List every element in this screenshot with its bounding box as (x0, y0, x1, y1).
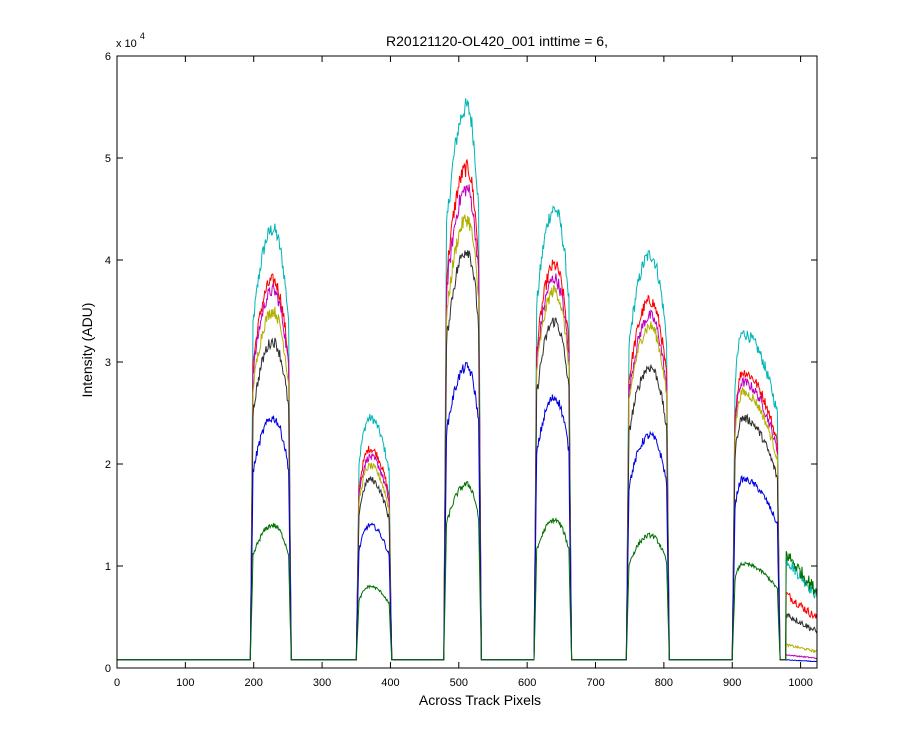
y-tick-label: 3 (105, 357, 111, 369)
x-tick-label: 0 (114, 677, 120, 689)
x-axis-title: Across Track Pixels (419, 692, 541, 708)
y-tick-label: 1 (105, 561, 111, 573)
y-tick-label: 6 (105, 51, 111, 63)
x-tick-label: 800 (655, 677, 673, 689)
chart-title: R20121120-OL420_001 inttime = 6, (386, 33, 608, 49)
y-tick-label: 0 (105, 663, 111, 675)
y-axis-multiplier: x 10 4 (116, 31, 145, 50)
series-layer (117, 98, 818, 663)
y-multiplier-exponent: 4 (140, 31, 145, 41)
x-tick-label: 900 (723, 677, 741, 689)
y-multiplier-base: x 10 (116, 38, 137, 50)
tick-layer: 0 100 200 300 400 500 600 700 800 900 1000 0 1 2 3 4 5 6 (105, 51, 817, 689)
x-tick-label: 200 (245, 677, 263, 689)
x-tick-label: 600 (518, 677, 536, 689)
x-tick-label: 500 (450, 677, 468, 689)
y-tick-label: 2 (105, 459, 111, 471)
x-tick-label: 1000 (788, 677, 812, 689)
y-tick-label: 4 (105, 255, 111, 267)
x-tick-label: 400 (381, 677, 399, 689)
y-axis-title: Intensity (ADU) (79, 303, 95, 398)
x-tick-label: 100 (176, 677, 194, 689)
series-line-6 (117, 480, 818, 661)
x-tick-label: 700 (586, 677, 604, 689)
x-tick-label: 300 (313, 677, 331, 689)
y-tick-label: 5 (105, 153, 111, 165)
